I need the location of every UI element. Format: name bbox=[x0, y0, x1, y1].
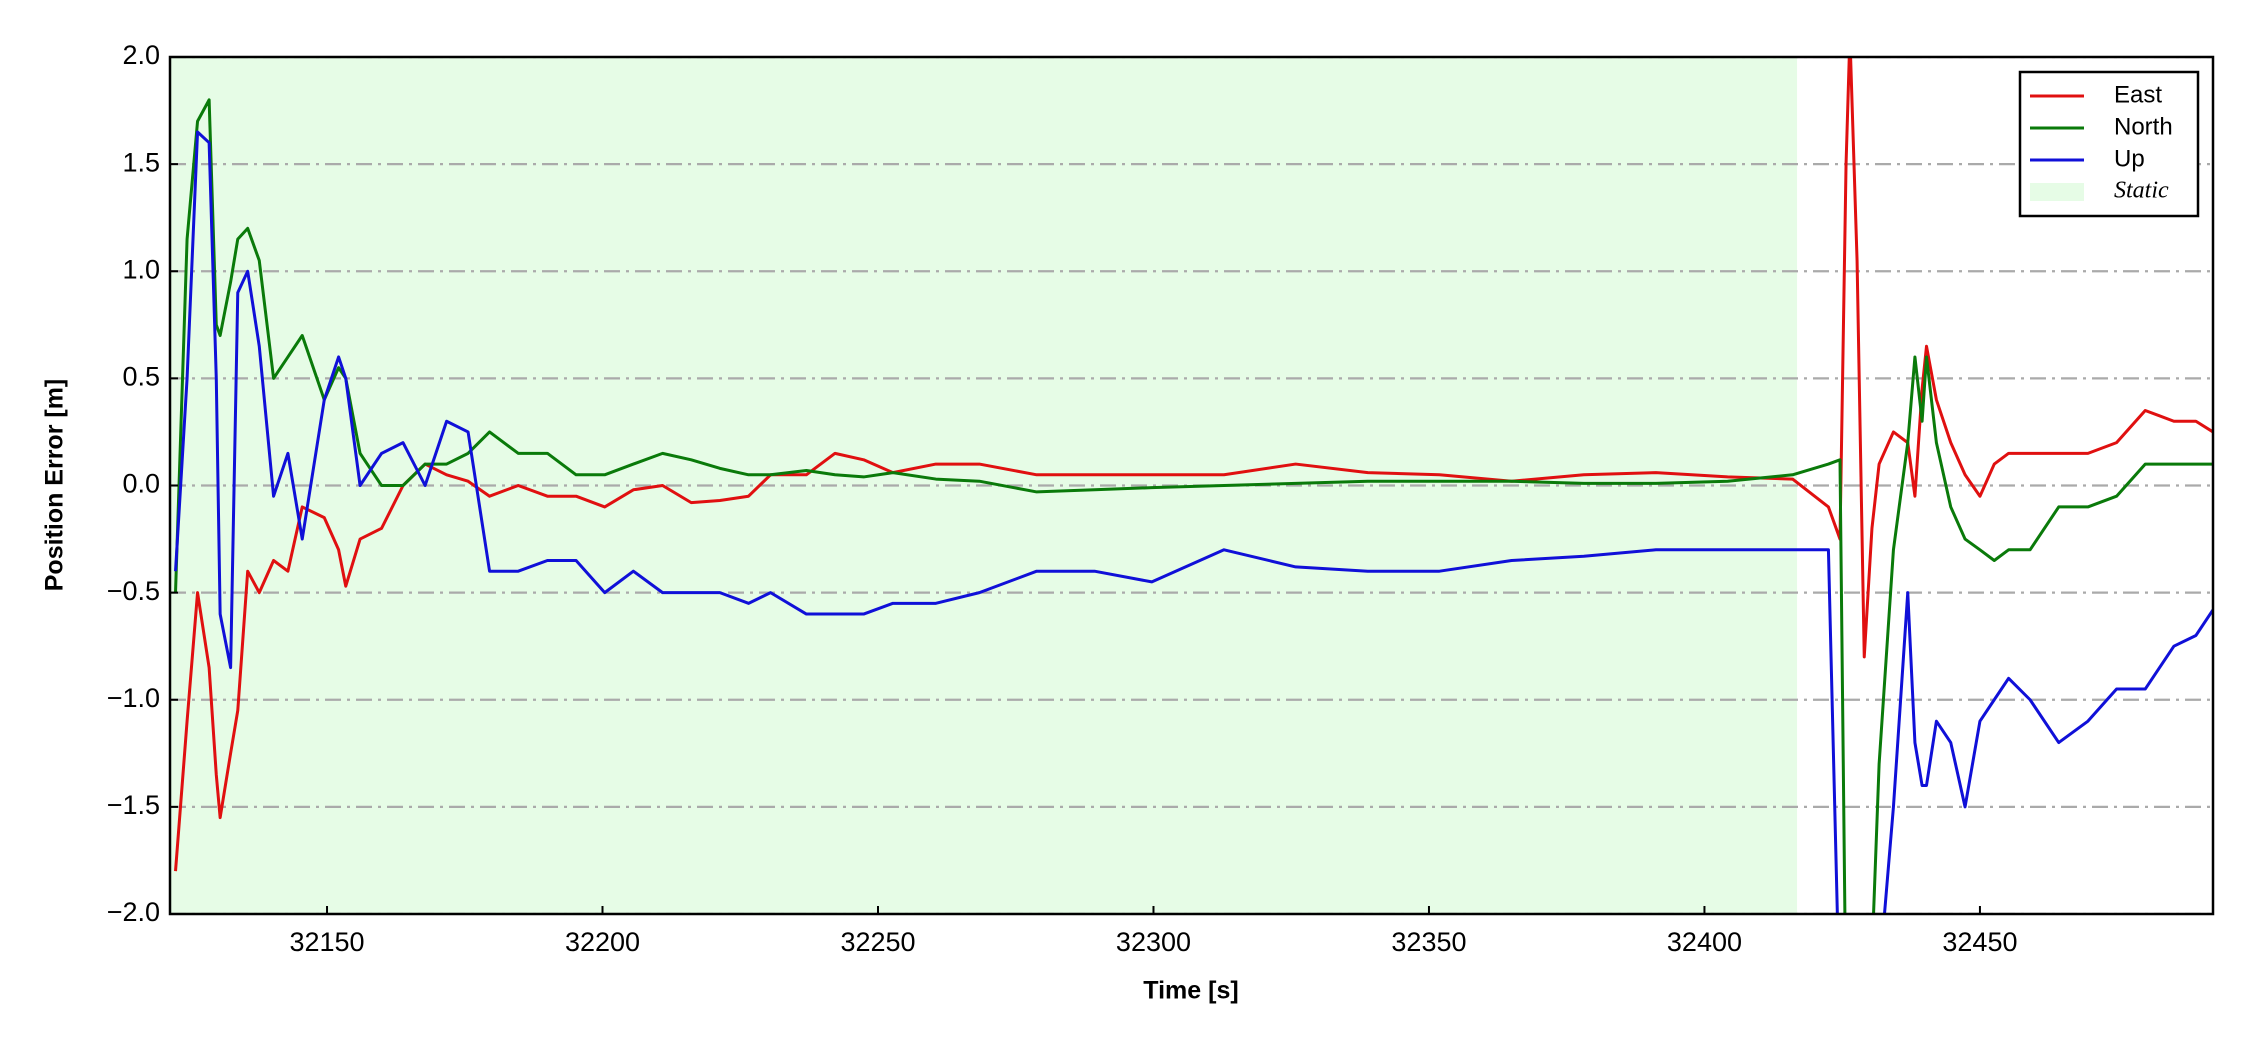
legend-label: East bbox=[2114, 81, 2162, 108]
series-line bbox=[174, 130, 2213, 914]
y-tick-label: 1.5 bbox=[122, 147, 160, 177]
x-tick-label: 32450 bbox=[1942, 927, 2017, 957]
y-axis-label: Position Error [m] bbox=[41, 379, 69, 592]
y-tick-label: −2.0 bbox=[107, 897, 160, 927]
x-axis-label: Time [s] bbox=[1143, 977, 1238, 1005]
legend-swatch bbox=[2030, 183, 2084, 201]
legend: East North Up Static bbox=[2018, 70, 2200, 218]
y-tick-label: −1.5 bbox=[107, 790, 160, 820]
x-tick-label: 32150 bbox=[289, 927, 364, 957]
x-tick-label: 32400 bbox=[1667, 927, 1742, 957]
y-tick-label: 0.5 bbox=[122, 362, 160, 392]
x-tick-label: 32350 bbox=[1391, 927, 1466, 957]
y-tick-label: −1.0 bbox=[107, 683, 160, 713]
series-line bbox=[174, 98, 2213, 914]
legend-label: North bbox=[2114, 113, 2173, 140]
x-tick-label: 32250 bbox=[840, 927, 915, 957]
legend-label: Static bbox=[2114, 178, 2169, 204]
y-tick-label: 1.0 bbox=[122, 254, 160, 284]
y-tick-label: 0.0 bbox=[122, 469, 160, 499]
x-tick-label: 32200 bbox=[565, 927, 640, 957]
y-tick-label: 2.0 bbox=[122, 40, 160, 70]
series-line bbox=[174, 57, 2213, 872]
plot-area bbox=[170, 57, 2213, 914]
y-tick-label: −0.5 bbox=[107, 576, 160, 606]
plot-frame bbox=[168, 55, 2215, 916]
legend-label: Up bbox=[2114, 145, 2145, 172]
x-tick-label: 32300 bbox=[1116, 927, 1191, 957]
